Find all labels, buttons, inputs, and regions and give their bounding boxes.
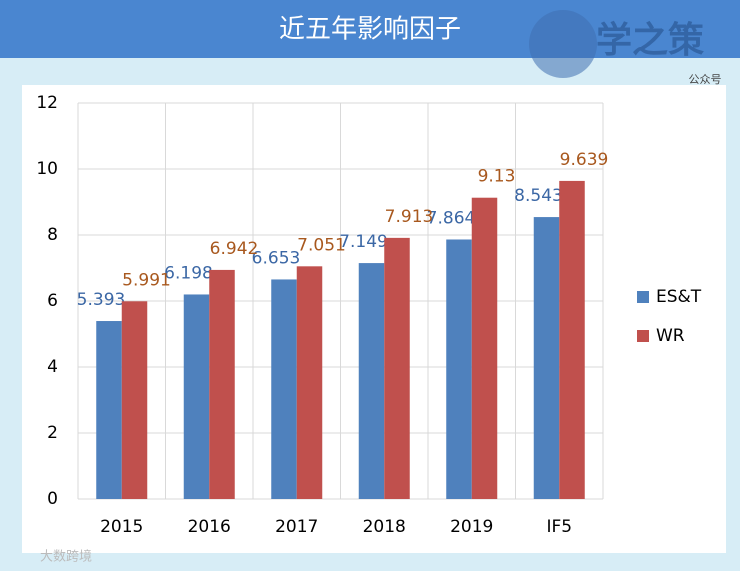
value-label: 6.198 (164, 263, 213, 283)
value-label: 6.653 (252, 248, 301, 268)
bar (384, 237, 410, 499)
value-label: 9.13 (478, 167, 516, 187)
y-tick-label: 12 (36, 93, 58, 113)
y-tick-label: 8 (47, 225, 58, 245)
bar (358, 263, 385, 499)
watermark-logo (529, 10, 597, 78)
value-label: 5.393 (77, 290, 126, 310)
y-tick-label: 10 (36, 159, 58, 179)
bar (471, 197, 498, 499)
bar (209, 269, 235, 499)
value-label: 9.639 (560, 150, 609, 170)
value-label: 7.051 (297, 235, 346, 255)
bar (446, 239, 472, 499)
value-label: 5.991 (122, 270, 171, 290)
watermark-brand: 学之策 (596, 19, 704, 61)
value-label: 7.864 (427, 208, 476, 228)
x-tick-label: 2016 (188, 517, 231, 537)
y-tick-label: 4 (47, 357, 58, 377)
bar (559, 180, 585, 499)
legend-label: ES&T (656, 287, 702, 307)
x-tick-label: 2018 (363, 517, 406, 537)
value-label: 6.942 (210, 239, 259, 259)
bar (271, 279, 297, 499)
watermark-corner: 大数跨境 (40, 550, 92, 565)
bar (296, 266, 323, 499)
legend-label: WR (656, 326, 685, 346)
bar (96, 321, 122, 499)
x-tick-label: IF5 (546, 517, 572, 537)
legend-swatch (637, 330, 649, 342)
value-label: 7.913 (385, 207, 434, 227)
watermark-sub: 公众号 (689, 73, 722, 86)
y-tick-label: 6 (47, 291, 58, 311)
chart-title: 近五年影响因子 (279, 15, 461, 45)
x-tick-label: 2015 (100, 517, 143, 537)
bar (183, 294, 210, 499)
x-tick-label: 2017 (275, 517, 318, 537)
value-label: 8.543 (514, 186, 563, 206)
y-tick-label: 0 (47, 489, 58, 509)
x-tick-label: 2019 (450, 517, 493, 537)
y-tick-label: 2 (47, 423, 58, 443)
bar (121, 301, 148, 499)
bar (533, 217, 560, 499)
value-label: 7.149 (339, 232, 388, 252)
header-band (0, 0, 740, 58)
legend-swatch (637, 291, 649, 303)
